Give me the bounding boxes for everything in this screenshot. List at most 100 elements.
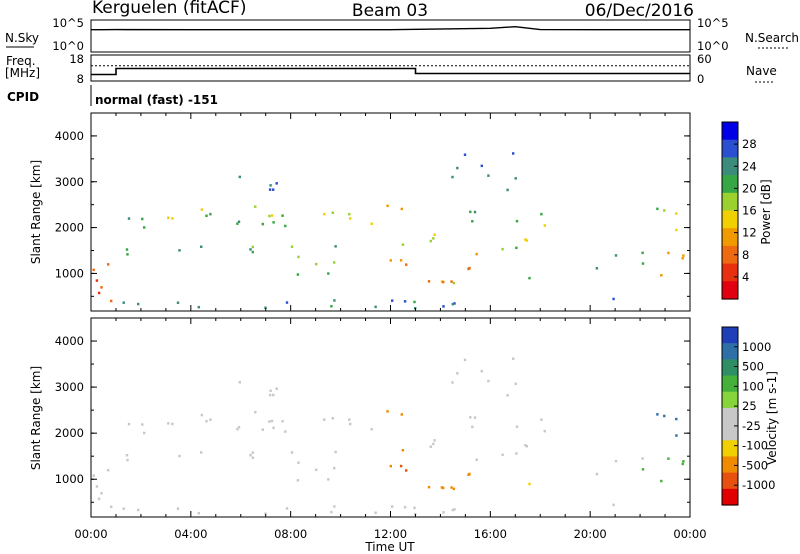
velocity-cell — [178, 454, 181, 458]
velocity-cell — [110, 505, 113, 509]
power-panel-bg — [91, 113, 690, 311]
velocity-cell — [296, 479, 300, 482]
freq-panel — [90, 54, 691, 82]
velocity-cell — [95, 485, 99, 488]
velocity-cell — [525, 445, 528, 448]
velocity-cell — [487, 379, 490, 383]
power-cell — [348, 212, 351, 216]
velocity-cell — [205, 420, 208, 423]
velocity-cell — [323, 418, 326, 421]
nsky-series — [91, 25, 690, 31]
power-cell — [333, 299, 336, 302]
velocity-cell — [469, 416, 472, 419]
x-axis-label: Time UT — [364, 540, 415, 554]
velocity-cell — [389, 464, 392, 468]
velocity-colorbar — [722, 327, 738, 506]
colorbar-segment — [722, 327, 738, 344]
velocity-cell — [675, 434, 678, 437]
velocity-cell — [254, 410, 257, 414]
velocity-cell — [514, 382, 517, 385]
velocity-cell — [176, 507, 180, 510]
x-tick-labels: 00:00 04:00 08:00 12:00 16:00 20:00 00:00 — [74, 527, 706, 541]
colorbar-tick-label: 4 — [742, 270, 749, 284]
velocity-cell — [141, 423, 144, 426]
power-cell — [197, 305, 200, 309]
power-cell — [442, 280, 445, 284]
power-cell — [205, 214, 208, 217]
freq-tick-top: 18 — [69, 52, 84, 66]
velocity-cell — [264, 512, 267, 515]
nave-tick-bottom: 0 — [697, 72, 704, 86]
velocity-cell — [681, 462, 684, 466]
power-y-tick-labels: 4000 3000 2000 1000 — [55, 129, 84, 280]
power-cell — [660, 274, 663, 277]
velocity-cell — [440, 486, 444, 489]
power-cell — [200, 245, 203, 248]
x-tick-label: 16:00 — [474, 527, 507, 541]
power-cell — [167, 216, 170, 220]
power-cell — [334, 245, 337, 248]
power-cell — [641, 251, 644, 255]
velocity-cell — [370, 428, 373, 431]
power-cell — [456, 166, 459, 170]
power-cell — [427, 280, 431, 283]
velocity-cell — [272, 426, 275, 430]
freq-tick-bottom: 8 — [77, 72, 84, 86]
power-cell — [264, 306, 267, 309]
velocity-cell — [334, 450, 337, 454]
velocity-cell — [125, 454, 129, 457]
velocity-cell — [401, 449, 405, 452]
velocity-cell — [405, 469, 408, 472]
power-cell — [297, 255, 300, 259]
colorbar-tick-label: 1000 — [742, 340, 771, 354]
velocity-cell — [453, 508, 456, 511]
power-cell — [386, 204, 389, 208]
velocity-cell — [272, 393, 275, 397]
power-colorbar-labels: 28 24 20 16 12 8 4 — [734, 137, 757, 284]
power-cell — [681, 257, 684, 260]
power-cell — [432, 237, 435, 240]
y-tick-label: 2000 — [55, 426, 84, 440]
velocity-cell — [327, 478, 330, 481]
power-cell — [540, 212, 543, 216]
velocity-cell — [171, 422, 174, 426]
velocity-cell — [251, 456, 254, 459]
power-cell — [391, 299, 394, 302]
power-cell — [524, 238, 527, 241]
power-cell — [595, 267, 599, 270]
nave-label: Nave — [746, 64, 777, 78]
power-axis-ticks — [90, 112, 691, 311]
colorbar-segment — [722, 175, 738, 194]
power-cell — [433, 233, 436, 236]
x-tick-label: 12:00 — [374, 527, 407, 541]
velocity-cell — [100, 492, 103, 495]
power-cell — [249, 248, 252, 251]
velocity-cell — [471, 425, 474, 429]
velocity-cell — [540, 418, 543, 421]
velocity-cell — [427, 485, 431, 489]
power-cell — [487, 174, 490, 177]
velocity-cell — [528, 482, 531, 486]
x-tick-label: 04:00 — [174, 527, 207, 541]
colorbar-segment — [722, 375, 738, 393]
station-title: Kerguelen (fitACF) — [92, 0, 246, 18]
power-cell — [451, 302, 454, 306]
velocity-cell — [506, 394, 509, 397]
y-tick-label: 4000 — [55, 334, 84, 348]
power-cell — [452, 281, 456, 285]
power-cell — [178, 249, 181, 252]
power-cell — [374, 305, 377, 309]
velocity-cell — [450, 486, 453, 489]
x-tick-label: 08:00 — [274, 527, 307, 541]
velocity-cell — [348, 418, 351, 421]
power-cell — [236, 222, 239, 225]
power-cell — [272, 188, 275, 191]
colorbar-tick-label: 8 — [742, 248, 749, 262]
velocity-cell — [480, 369, 483, 373]
velocity-cell — [269, 389, 272, 392]
velocity-cell — [682, 460, 685, 463]
colorbar-tick-label: -100 — [742, 439, 768, 453]
velocity-cell — [290, 451, 294, 454]
power-cell — [143, 226, 146, 229]
colorbar-tick-label: 24 — [742, 159, 757, 173]
